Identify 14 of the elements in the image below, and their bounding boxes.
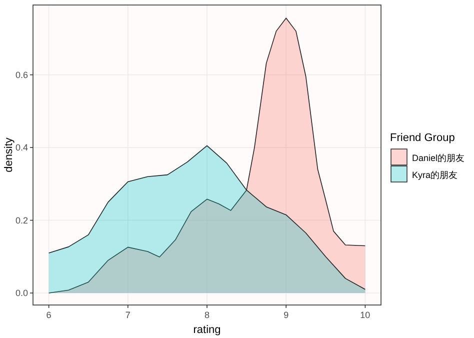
y-tick-label: 0.2	[15, 215, 28, 226]
x-tick-label: 6	[46, 310, 52, 320]
x-tick-label: 10	[360, 310, 370, 320]
y-axis-title: density	[3, 137, 15, 172]
x-axis-title: rating	[193, 324, 221, 336]
y-tick-label: 0.4	[15, 142, 28, 153]
legend-label: Kyra的朋友	[412, 170, 458, 180]
y-tick-label: 0.0	[15, 288, 28, 298]
x-tick-label: 8	[204, 310, 210, 320]
y-tick-label: 0.6	[15, 70, 28, 80]
legend-title: Friend Group	[390, 132, 455, 144]
x-tick-label: 7	[125, 310, 130, 320]
x-tick-label: 9	[284, 310, 289, 320]
legend-label: Daniel的朋友	[412, 153, 465, 163]
